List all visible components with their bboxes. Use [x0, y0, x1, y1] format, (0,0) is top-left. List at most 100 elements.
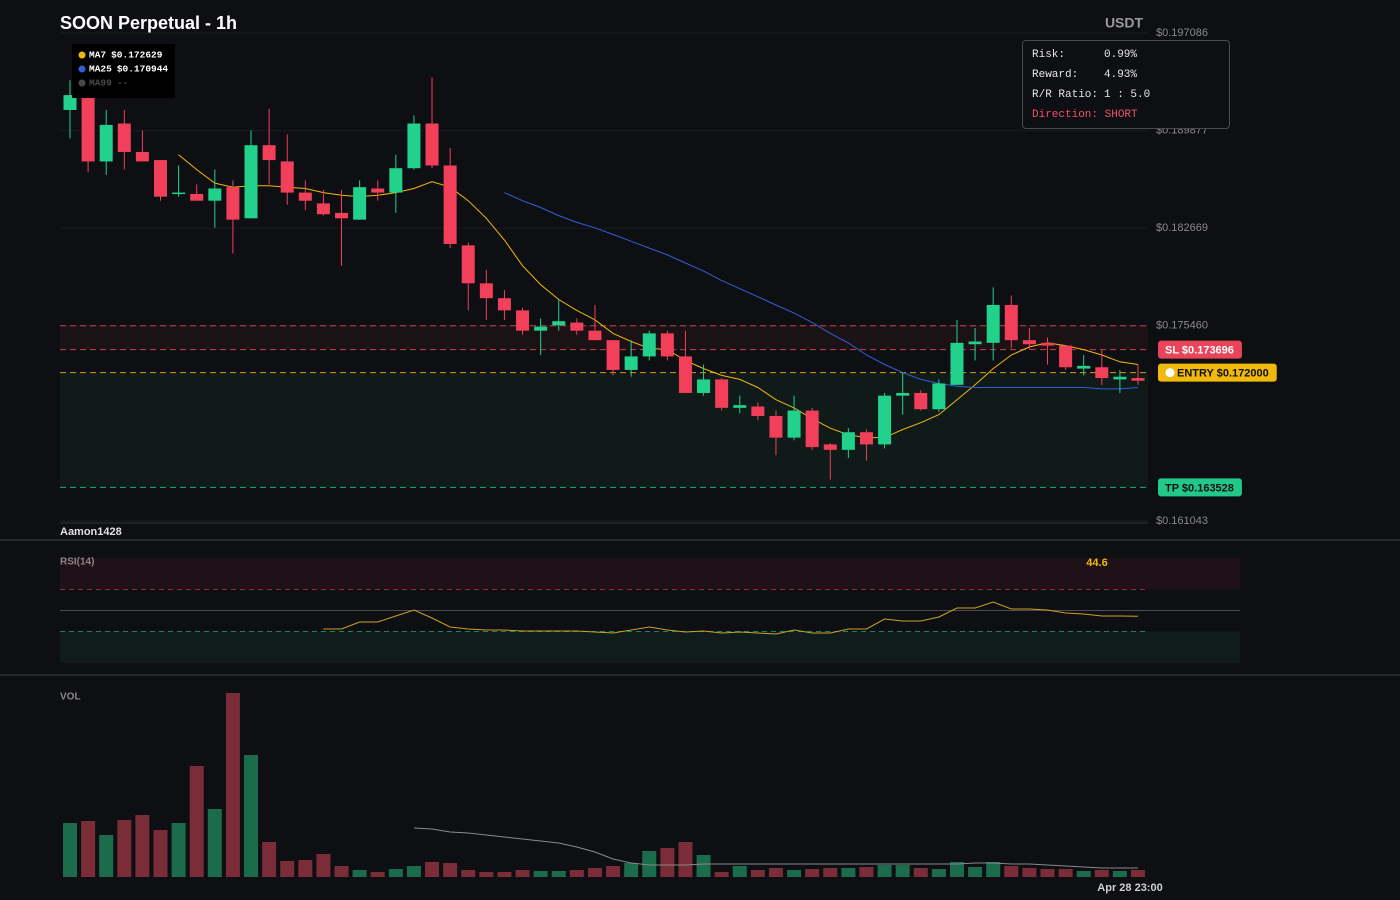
- candle-body: [914, 392, 928, 410]
- level-badge: [1158, 478, 1242, 497]
- volume-bar: [280, 861, 295, 877]
- x-tick-label: Apr 28 23:00: [1097, 882, 1162, 894]
- candle-body: [226, 187, 240, 220]
- volume-bar: [370, 872, 385, 877]
- legend-label: MA99: [89, 78, 112, 89]
- volume-bar: [461, 870, 476, 877]
- zone: [60, 325, 1148, 350]
- volume-bar: [479, 872, 494, 877]
- overbought-zone: [60, 558, 1240, 590]
- volume-bar: [153, 830, 168, 877]
- candle-body: [823, 444, 837, 450]
- volume-bar: [750, 870, 765, 877]
- volume-bar: [388, 869, 403, 877]
- volume-bar: [533, 871, 548, 877]
- chart-title: SOON Perpetual - 1h: [60, 13, 237, 33]
- volume-bar: [171, 823, 186, 877]
- candle-body: [624, 356, 638, 370]
- volume-bar: [714, 872, 729, 877]
- volume-bar: [859, 867, 874, 877]
- rsi-line: [323, 601, 1139, 635]
- zone: [60, 372, 1148, 488]
- volume-bar: [189, 766, 204, 877]
- candle-body: [425, 123, 439, 166]
- candle-body: [208, 188, 222, 201]
- risk-row: Reward: 4.93%: [1023, 65, 1229, 85]
- volume-bar: [1004, 866, 1019, 877]
- volume-bar: [895, 865, 910, 877]
- candle-body: [443, 165, 457, 245]
- volume-bar: [1076, 871, 1091, 877]
- volume-bar: [678, 842, 693, 877]
- candle-body: [81, 96, 95, 162]
- candle-body: [878, 395, 892, 445]
- candle-body: [316, 203, 330, 215]
- volume-bar: [225, 693, 240, 877]
- candle-body: [1059, 345, 1073, 368]
- risk-value: 0.99%: [1104, 49, 1138, 61]
- candle-body: [570, 322, 584, 331]
- volume-bar: [696, 855, 711, 877]
- risk-key: Risk:: [1032, 49, 1066, 61]
- candle-body: [389, 168, 403, 193]
- volume-bar: [660, 848, 675, 877]
- volume-bar: [117, 820, 132, 877]
- candle-body: [606, 340, 620, 370]
- y-tick-label: $0.197086: [1156, 27, 1208, 39]
- volume-bar: [931, 869, 946, 877]
- ma-line: [178, 154, 1139, 439]
- candle-body: [461, 245, 475, 284]
- legend-marker: [78, 65, 86, 73]
- y-tick-label: $0.182669: [1156, 222, 1208, 234]
- volume-bar: [262, 842, 277, 877]
- volume-bar: [968, 867, 983, 877]
- candle-body: [280, 161, 294, 193]
- candle-body: [154, 160, 168, 197]
- volume-bar: [642, 851, 657, 877]
- candle-body: [190, 193, 204, 201]
- risk-value: 1 : 5.0: [1104, 89, 1151, 101]
- candle-body: [117, 123, 131, 152]
- candle-body: [497, 298, 511, 311]
- candle-body: [99, 124, 113, 162]
- risk-row: R/R Ratio: 1 : 5.0: [1023, 85, 1229, 105]
- volume-bar: [1094, 870, 1109, 877]
- volume-bar: [1040, 869, 1055, 877]
- volume-bar: [949, 862, 964, 877]
- volume-bar: [1112, 871, 1127, 877]
- volume-bar: [316, 854, 331, 877]
- volume-bar: [334, 866, 349, 877]
- volume-bar: [823, 868, 838, 877]
- candle-body: [479, 283, 493, 299]
- risk-row: Risk: 0.99%: [1023, 45, 1229, 65]
- volume-bar: [515, 870, 530, 877]
- candle-body: [805, 410, 819, 448]
- volume-bar: [135, 815, 150, 877]
- unit-label: USDT: [1105, 15, 1144, 31]
- volume-bar: [587, 868, 602, 877]
- candle-body: [1095, 367, 1109, 379]
- candle-body: [697, 379, 711, 393]
- candle-body: [244, 145, 258, 219]
- volume-bar: [244, 755, 259, 877]
- candle-body: [516, 310, 530, 331]
- volume-bar: [732, 866, 747, 877]
- level-badge: [1158, 363, 1277, 382]
- volume-bar: [207, 809, 222, 877]
- volume-ma-line: [413, 827, 1138, 869]
- candle-body: [642, 333, 656, 357]
- volume-bar: [551, 871, 566, 877]
- candle-body: [1113, 376, 1127, 380]
- candle-body: [1022, 340, 1036, 345]
- y-tick-label: $0.175460: [1156, 320, 1208, 332]
- risk-key: R/R Ratio:: [1032, 89, 1099, 101]
- ma-line: [504, 192, 1139, 390]
- volume-bar: [99, 835, 114, 877]
- risk-key: Reward:: [1032, 69, 1079, 81]
- candle-body: [1077, 365, 1091, 369]
- candle-body: [135, 151, 149, 162]
- risk-panel: Risk: 0.99% Reward: 4.93% R/R Ratio: 1 : 5.…: [1022, 40, 1230, 129]
- candle-body: [660, 333, 674, 357]
